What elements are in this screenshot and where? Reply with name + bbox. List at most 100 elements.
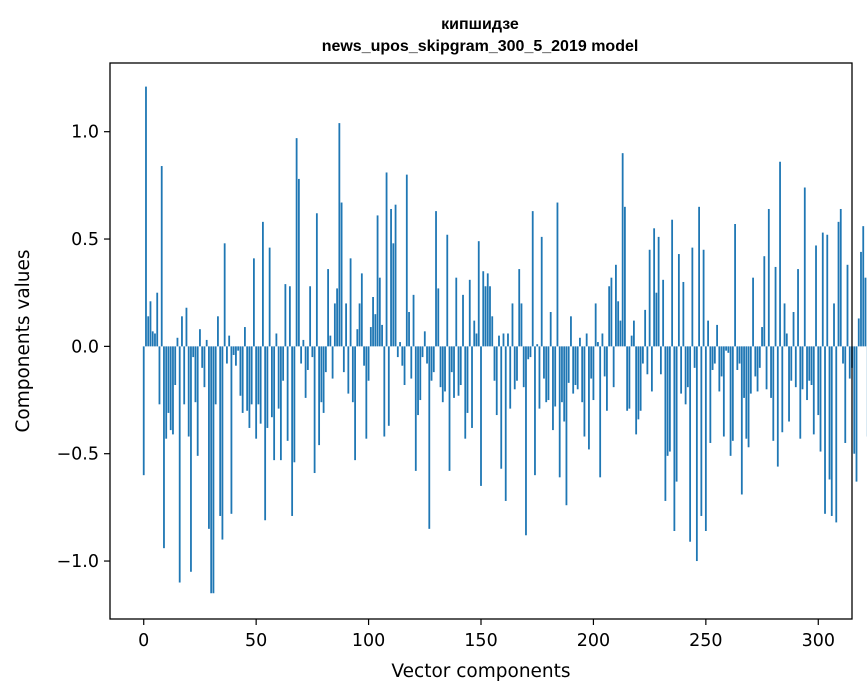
bar-263 xyxy=(734,224,736,346)
y-tick-label: −0.5 xyxy=(57,445,100,465)
bar-174 xyxy=(534,346,536,475)
bar-2 xyxy=(147,316,149,346)
bar-247 xyxy=(698,207,700,347)
bar-220 xyxy=(637,346,639,419)
bar-229 xyxy=(658,237,660,346)
bar-314 xyxy=(849,346,851,378)
bar-167 xyxy=(518,269,520,346)
bar-280 xyxy=(772,346,774,440)
bar-56 xyxy=(269,248,271,347)
bar-268 xyxy=(745,346,747,438)
bar-35 xyxy=(222,346,224,539)
plot-frame xyxy=(110,63,852,619)
bar-204 xyxy=(602,333,604,346)
bar-287 xyxy=(788,346,790,421)
bar-209 xyxy=(613,346,615,387)
bar-142 xyxy=(462,295,464,347)
bar-53 xyxy=(262,222,264,347)
bar-122 xyxy=(417,346,419,415)
bar-136 xyxy=(449,346,451,471)
bar-310 xyxy=(840,209,842,346)
bar-64 xyxy=(287,346,289,440)
bar-248 xyxy=(700,346,702,516)
bar-237 xyxy=(676,346,678,481)
bar-152 xyxy=(485,286,487,346)
bar-227 xyxy=(653,228,655,346)
bar-298 xyxy=(813,346,815,434)
bar-88 xyxy=(341,203,343,347)
bar-208 xyxy=(611,278,613,347)
bar-170 xyxy=(525,346,527,535)
bar-135 xyxy=(446,235,448,347)
bar-89 xyxy=(343,346,345,372)
bar-75 xyxy=(311,346,313,357)
bar-299 xyxy=(815,245,817,346)
bar-50 xyxy=(255,346,257,438)
bar-296 xyxy=(808,346,810,380)
bar-215 xyxy=(626,346,628,410)
bar-154 xyxy=(489,286,491,346)
bar-164 xyxy=(512,303,514,346)
bar-100 xyxy=(368,346,370,380)
bar-71 xyxy=(302,340,304,346)
bar-158 xyxy=(498,336,500,347)
bar-60 xyxy=(278,346,280,408)
bar-216 xyxy=(629,346,631,408)
bar-202 xyxy=(597,342,599,346)
bar-125 xyxy=(424,331,426,346)
bar-271 xyxy=(752,278,754,347)
bar-90 xyxy=(345,303,347,346)
bar-320 xyxy=(862,226,864,346)
bar-250 xyxy=(705,346,707,531)
chart-title-line2: news_upos_skipgram_300_5_2019 model xyxy=(322,38,639,55)
bar-52 xyxy=(260,346,262,423)
bar-34 xyxy=(219,346,221,516)
bar-161 xyxy=(505,346,507,501)
bar-145 xyxy=(469,280,471,347)
bar-30 xyxy=(210,346,212,593)
bar-187 xyxy=(563,346,565,421)
bar-0 xyxy=(143,346,145,475)
bar-179 xyxy=(545,346,547,402)
bar-313 xyxy=(847,265,849,347)
bar-4 xyxy=(152,331,154,346)
bar-162 xyxy=(507,333,509,346)
bar-128 xyxy=(431,346,433,380)
bar-91 xyxy=(347,346,349,393)
bar-273 xyxy=(757,346,759,391)
bar-21 xyxy=(190,346,192,571)
bar-259 xyxy=(725,346,727,350)
bar-111 xyxy=(392,243,394,346)
bar-40 xyxy=(233,346,235,355)
bar-275 xyxy=(761,327,763,346)
bar-121 xyxy=(415,346,417,471)
bar-284 xyxy=(781,346,783,432)
bar-312 xyxy=(844,346,846,443)
bar-225 xyxy=(649,250,651,347)
bar-210 xyxy=(615,265,617,347)
bar-252 xyxy=(709,346,711,443)
bar-139 xyxy=(455,278,457,347)
bar-319 xyxy=(860,252,862,346)
bar-292 xyxy=(799,346,801,438)
bar-190 xyxy=(570,316,572,346)
bar-9 xyxy=(163,346,165,548)
bar-180 xyxy=(548,346,550,400)
bar-231 xyxy=(662,280,664,347)
bar-33 xyxy=(217,316,219,346)
bar-146 xyxy=(471,346,473,428)
bar-26 xyxy=(201,346,203,367)
bar-242 xyxy=(687,346,689,387)
bar-78 xyxy=(318,346,320,445)
bar-54 xyxy=(264,346,266,520)
bar-222 xyxy=(642,346,644,363)
bar-286 xyxy=(786,333,788,346)
bar-112 xyxy=(395,205,397,347)
bar-12 xyxy=(170,346,172,430)
bars-group xyxy=(143,87,867,594)
bar-178 xyxy=(543,346,545,378)
bar-114 xyxy=(399,342,401,346)
bar-186 xyxy=(561,346,563,402)
bar-58 xyxy=(273,346,275,460)
bar-281 xyxy=(775,267,777,346)
